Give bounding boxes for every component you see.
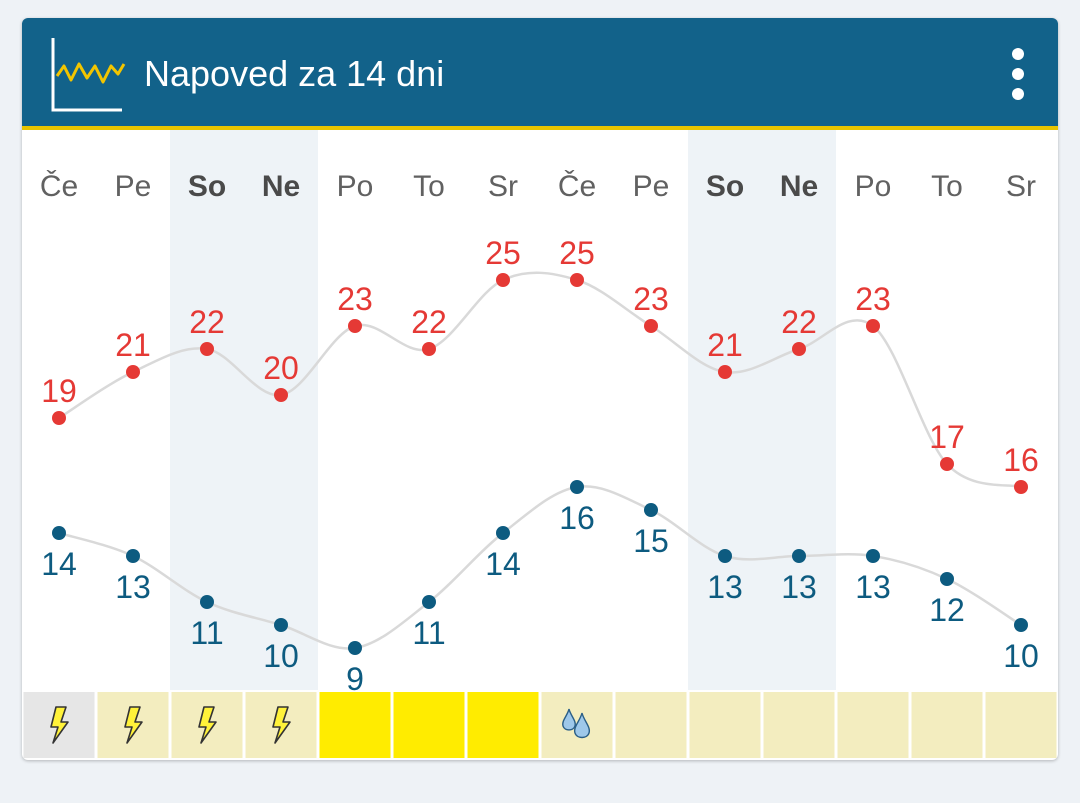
widget-header: Napoved za 14 dni (22, 18, 1058, 130)
day-label: So (188, 170, 226, 203)
day-label: Pe (115, 170, 152, 203)
low-temp-label: 10 (263, 638, 299, 674)
high-temp-point (422, 342, 436, 356)
high-temp-label: 22 (411, 304, 447, 340)
low-temp-line (58, 485, 1022, 650)
day-label: So (706, 170, 744, 203)
low-temp-label: 13 (115, 569, 151, 605)
high-temp-point (200, 342, 214, 356)
high-temp-point (1014, 480, 1028, 494)
condition-cell (615, 692, 687, 758)
day-label: Po (337, 170, 374, 203)
day-label: Sr (1006, 170, 1036, 203)
high-temp-label: 19 (41, 373, 77, 409)
high-temp-label: 23 (855, 281, 891, 317)
low-temp-point (52, 526, 66, 540)
low-temp-label: 13 (781, 569, 817, 605)
low-temp-label: 14 (485, 546, 521, 582)
low-temp-point (1014, 618, 1028, 632)
condition-cell (763, 692, 835, 758)
high-temp-point (348, 319, 362, 333)
day-label: Ne (262, 170, 300, 203)
condition-cell (319, 692, 391, 758)
high-temp-point (126, 365, 140, 379)
low-temp-point (792, 549, 806, 563)
low-temp-point (866, 549, 880, 563)
low-temp-label: 16 (559, 500, 595, 536)
low-temp-label: 9 (346, 661, 364, 697)
low-temp-point (126, 549, 140, 563)
low-temp-point (644, 503, 658, 517)
line-chart-icon (51, 38, 126, 112)
temperature-chart: Če Pe So Ne Po To Sr Če Pe So Ne Po To Sr 19 21 22 20 23 22… (23, 130, 1057, 758)
condition-cell (911, 692, 983, 758)
high-temp-label: 20 (263, 350, 299, 386)
thunder-icon (50, 706, 69, 744)
high-temp-label: 23 (337, 281, 373, 317)
low-temp-point (274, 618, 288, 632)
high-temp-point (718, 365, 732, 379)
low-temp-point (570, 480, 584, 494)
high-temp-point (496, 273, 510, 287)
forecast-widget[interactable]: Napoved za 14 dni Če Pe So Ne Po To Sr Če Pe So Ne… (22, 18, 1058, 760)
high-temp-label: 21 (707, 327, 743, 363)
condition-cell (985, 692, 1057, 758)
widget-title: Napoved za 14 dni (144, 53, 445, 94)
day-label: Pe (633, 170, 670, 203)
low-temp-point (422, 595, 436, 609)
day-label: To (931, 170, 963, 203)
low-temp-point (940, 572, 954, 586)
condition-cell (689, 692, 761, 758)
high-temp-label: 21 (115, 327, 151, 363)
high-temp-point (644, 319, 658, 333)
low-temp-label: 13 (707, 569, 743, 605)
high-temp-point (52, 411, 66, 425)
low-temp-label: 11 (190, 615, 223, 651)
day-label: Po (855, 170, 892, 203)
high-temp-label: 22 (189, 304, 225, 340)
condition-cell (467, 692, 539, 758)
rain-drop-icon (573, 712, 591, 739)
day-label: Ne (780, 170, 818, 203)
thunder-icon (124, 706, 143, 744)
high-temp-label: 16 (1003, 442, 1039, 478)
high-temp-label: 17 (929, 419, 965, 455)
high-temp-label: 25 (485, 235, 521, 271)
thunder-icon (272, 706, 291, 744)
high-temp-label: 25 (559, 235, 595, 271)
weekend-band (688, 130, 762, 690)
weekend-band (762, 130, 836, 690)
day-label: Če (558, 169, 596, 203)
low-temp-label: 14 (41, 546, 77, 582)
high-temp-point (940, 457, 954, 471)
low-temp-label: 15 (633, 523, 669, 559)
rain-drop-icon (562, 708, 576, 731)
high-temp-point (866, 319, 880, 333)
low-temp-label: 13 (855, 569, 891, 605)
condition-cell (837, 692, 909, 758)
low-temp-label: 11 (412, 615, 445, 651)
low-temp-point (348, 641, 362, 655)
high-temp-label: 23 (633, 281, 669, 317)
high-temp-point (274, 388, 288, 402)
low-temp-label: 10 (1003, 638, 1039, 674)
high-temp-point (792, 342, 806, 356)
day-label: Sr (488, 170, 518, 203)
low-temp-point (200, 595, 214, 609)
day-label: Če (40, 169, 78, 203)
more-vert-icon[interactable] (1008, 44, 1028, 104)
low-temp-point (718, 549, 732, 563)
day-label: To (413, 170, 445, 203)
condition-cell (393, 692, 465, 758)
high-temp-label: 22 (781, 304, 817, 340)
low-temp-point (496, 526, 510, 540)
thunder-icon (198, 706, 217, 744)
weekend-band (244, 130, 318, 690)
high-temp-point (570, 273, 584, 287)
low-temp-label: 12 (929, 592, 965, 628)
